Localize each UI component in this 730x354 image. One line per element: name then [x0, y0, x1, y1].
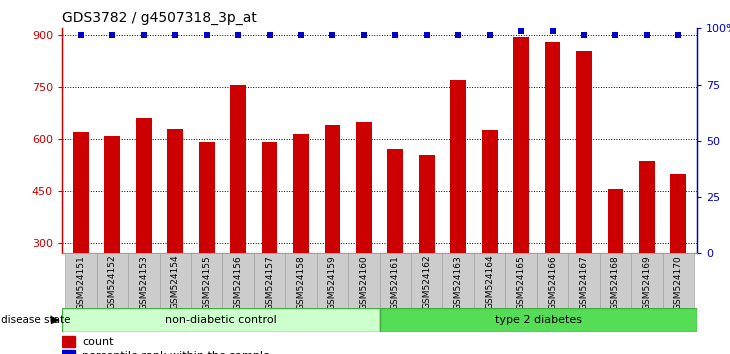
Point	[484, 32, 496, 38]
Bar	[356, 122, 372, 347]
Bar	[380, 253, 411, 308]
Point	[421, 32, 433, 38]
Bar	[254, 253, 285, 308]
Bar	[348, 253, 380, 308]
Point	[390, 32, 402, 38]
Text: ▶: ▶	[50, 315, 59, 325]
Bar	[293, 134, 309, 347]
Text: GSM524155: GSM524155	[202, 255, 211, 309]
Point	[201, 32, 212, 38]
Bar	[191, 253, 223, 308]
Text: GSM524162: GSM524162	[422, 255, 431, 309]
Text: GSM524152: GSM524152	[108, 255, 117, 309]
Bar	[545, 42, 561, 347]
Point	[75, 32, 87, 38]
Bar	[568, 253, 599, 308]
Text: GSM524170: GSM524170	[674, 255, 683, 309]
Bar	[419, 155, 434, 347]
Text: GSM524160: GSM524160	[359, 255, 369, 309]
Bar	[505, 253, 537, 308]
Bar	[639, 161, 655, 347]
Bar	[160, 253, 191, 308]
Bar	[474, 253, 505, 308]
Bar	[631, 253, 663, 308]
Point	[453, 32, 464, 38]
Text: GSM524161: GSM524161	[391, 255, 400, 309]
Point	[515, 28, 527, 33]
Bar	[450, 80, 466, 347]
Bar	[317, 253, 348, 308]
Bar	[230, 85, 246, 347]
Bar	[104, 136, 120, 347]
Bar	[62, 336, 75, 347]
Text: GSM524169: GSM524169	[642, 255, 651, 309]
Text: GSM524153: GSM524153	[139, 255, 148, 309]
Point	[672, 32, 684, 38]
Point	[138, 32, 150, 38]
Bar	[442, 253, 474, 308]
Text: GSM524157: GSM524157	[265, 255, 274, 309]
Text: GSM524159: GSM524159	[328, 255, 337, 309]
Text: GSM524158: GSM524158	[296, 255, 305, 309]
Point	[641, 32, 653, 38]
Text: GSM524168: GSM524168	[611, 255, 620, 309]
Point	[547, 28, 558, 33]
Bar	[73, 132, 89, 347]
Bar	[607, 189, 623, 347]
Bar	[576, 51, 592, 347]
Text: GSM524166: GSM524166	[548, 255, 557, 309]
Text: type 2 diabetes: type 2 diabetes	[495, 315, 582, 325]
Point	[610, 32, 621, 38]
Text: GSM524164: GSM524164	[485, 255, 494, 309]
Bar	[199, 142, 215, 347]
Text: disease state: disease state	[1, 315, 70, 325]
Point	[169, 32, 181, 38]
Text: GDS3782 / g4507318_3p_at: GDS3782 / g4507318_3p_at	[62, 11, 257, 25]
Bar	[261, 142, 277, 347]
Bar	[62, 308, 380, 332]
Bar	[128, 253, 160, 308]
Bar	[325, 125, 340, 347]
Text: GSM524167: GSM524167	[580, 255, 588, 309]
Point	[295, 32, 307, 38]
Text: GSM524165: GSM524165	[517, 255, 526, 309]
Point	[358, 32, 369, 38]
Point	[264, 32, 275, 38]
Bar	[670, 173, 686, 347]
Bar	[482, 130, 498, 347]
Text: GSM524154: GSM524154	[171, 255, 180, 309]
Bar	[285, 253, 317, 308]
Bar	[599, 253, 631, 308]
Text: non-diabetic control: non-diabetic control	[165, 315, 277, 325]
Text: GSM524156: GSM524156	[234, 255, 242, 309]
Text: count: count	[82, 337, 113, 347]
Bar	[663, 253, 694, 308]
Text: percentile rank within the sample: percentile rank within the sample	[82, 351, 270, 354]
Bar	[65, 253, 96, 308]
Bar	[223, 253, 254, 308]
Bar	[167, 129, 183, 347]
Text: GSM524151: GSM524151	[77, 255, 85, 309]
Point	[232, 32, 244, 38]
Bar	[62, 350, 75, 354]
Bar	[388, 149, 403, 347]
Bar	[380, 308, 697, 332]
Bar	[136, 118, 152, 347]
Bar	[96, 253, 128, 308]
Point	[107, 32, 118, 38]
Bar	[537, 253, 568, 308]
Bar	[513, 37, 529, 347]
Point	[578, 32, 590, 38]
Text: GSM524163: GSM524163	[454, 255, 463, 309]
Point	[326, 32, 338, 38]
Bar	[411, 253, 442, 308]
